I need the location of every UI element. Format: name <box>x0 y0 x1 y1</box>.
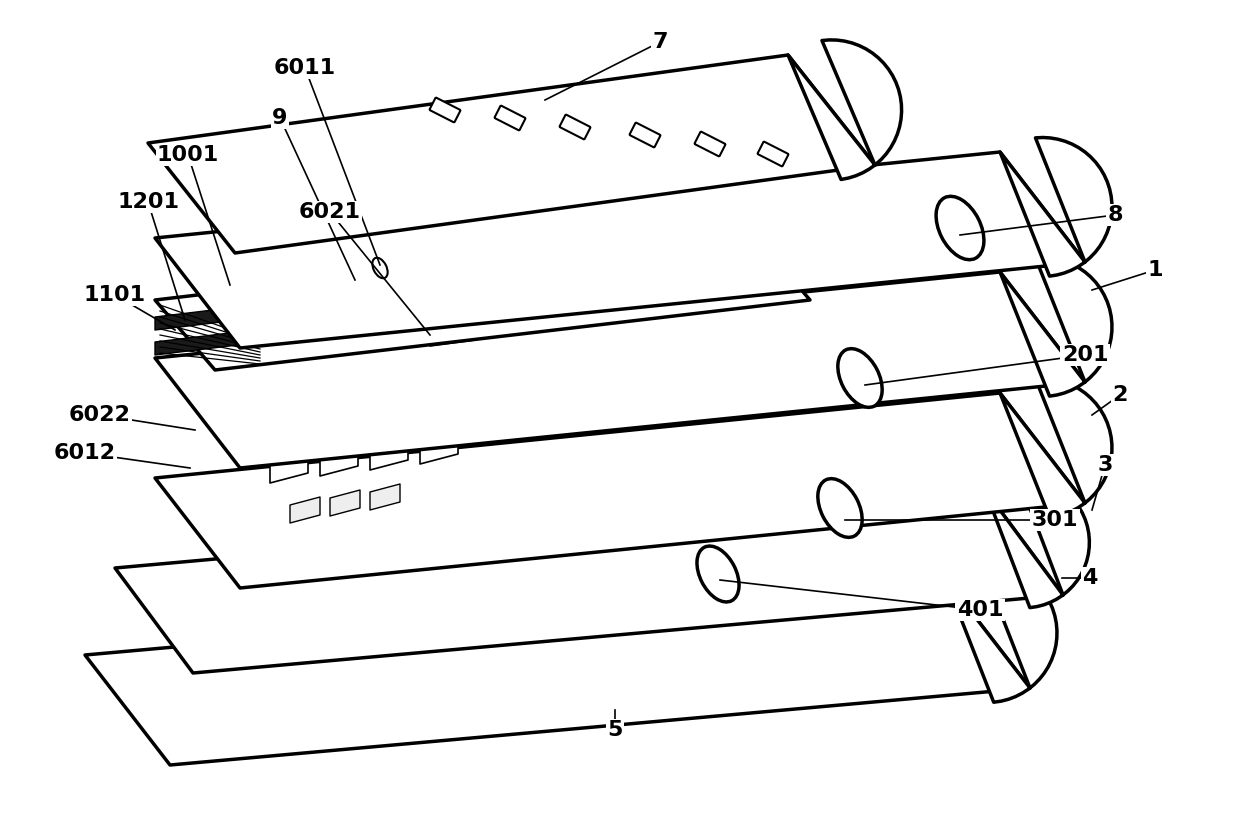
Polygon shape <box>415 292 427 316</box>
Polygon shape <box>553 232 588 262</box>
Text: 3: 3 <box>1097 455 1112 475</box>
Polygon shape <box>999 137 1112 276</box>
Polygon shape <box>155 152 1085 348</box>
Polygon shape <box>525 272 537 296</box>
FancyBboxPatch shape <box>754 583 786 610</box>
Polygon shape <box>999 379 1112 517</box>
Text: 301: 301 <box>1032 510 1079 530</box>
Polygon shape <box>430 243 477 283</box>
Text: 201: 201 <box>1061 345 1109 365</box>
Text: 6011: 6011 <box>274 58 336 78</box>
Polygon shape <box>490 234 538 274</box>
Polygon shape <box>155 245 750 330</box>
Polygon shape <box>546 226 593 266</box>
FancyBboxPatch shape <box>539 273 570 299</box>
Polygon shape <box>490 308 534 336</box>
FancyBboxPatch shape <box>615 266 645 290</box>
FancyBboxPatch shape <box>630 122 661 148</box>
FancyBboxPatch shape <box>429 98 460 122</box>
FancyBboxPatch shape <box>634 588 666 614</box>
Polygon shape <box>787 40 901 180</box>
Polygon shape <box>370 442 408 470</box>
Polygon shape <box>498 240 533 270</box>
Polygon shape <box>598 226 632 256</box>
FancyBboxPatch shape <box>329 601 362 628</box>
Polygon shape <box>320 448 358 476</box>
Polygon shape <box>490 278 502 302</box>
FancyBboxPatch shape <box>760 250 790 274</box>
Polygon shape <box>155 272 1085 468</box>
FancyBboxPatch shape <box>475 184 506 209</box>
Text: 8: 8 <box>1107 205 1122 225</box>
Polygon shape <box>155 270 750 355</box>
FancyBboxPatch shape <box>264 605 296 632</box>
FancyBboxPatch shape <box>634 501 666 527</box>
Ellipse shape <box>372 258 388 278</box>
FancyBboxPatch shape <box>615 168 645 193</box>
Polygon shape <box>945 564 1056 703</box>
FancyBboxPatch shape <box>203 521 237 548</box>
Ellipse shape <box>697 546 739 602</box>
Text: 6021: 6021 <box>299 202 361 222</box>
Polygon shape <box>590 220 639 260</box>
Polygon shape <box>546 299 590 327</box>
Text: 1101: 1101 <box>84 285 146 305</box>
FancyBboxPatch shape <box>523 592 557 619</box>
Polygon shape <box>430 318 475 346</box>
FancyBboxPatch shape <box>694 255 725 280</box>
Text: 6022: 6022 <box>69 405 131 425</box>
FancyBboxPatch shape <box>265 517 299 543</box>
Polygon shape <box>115 490 1063 673</box>
Polygon shape <box>155 230 810 370</box>
Polygon shape <box>370 484 401 510</box>
FancyBboxPatch shape <box>559 115 590 140</box>
Text: 4: 4 <box>1083 568 1097 588</box>
FancyBboxPatch shape <box>198 609 232 635</box>
Polygon shape <box>438 249 472 279</box>
Text: 1: 1 <box>1147 260 1163 280</box>
Ellipse shape <box>838 348 882 407</box>
Polygon shape <box>155 393 1085 588</box>
Ellipse shape <box>818 479 862 538</box>
Text: 401: 401 <box>957 600 1003 620</box>
FancyBboxPatch shape <box>523 503 557 530</box>
FancyBboxPatch shape <box>697 160 728 184</box>
FancyBboxPatch shape <box>763 153 794 177</box>
Polygon shape <box>86 578 1030 765</box>
Polygon shape <box>148 55 875 253</box>
Text: 5: 5 <box>608 720 622 740</box>
FancyBboxPatch shape <box>329 512 362 539</box>
Polygon shape <box>455 284 467 308</box>
Polygon shape <box>420 436 458 464</box>
Polygon shape <box>985 477 1090 608</box>
Text: 1201: 1201 <box>117 192 179 212</box>
Text: 9: 9 <box>273 108 288 128</box>
FancyBboxPatch shape <box>694 131 725 157</box>
Polygon shape <box>595 291 640 319</box>
FancyBboxPatch shape <box>758 142 789 166</box>
FancyBboxPatch shape <box>495 106 526 131</box>
Polygon shape <box>999 258 1112 396</box>
FancyBboxPatch shape <box>539 175 570 200</box>
Text: 1001: 1001 <box>157 145 219 165</box>
Polygon shape <box>330 490 360 516</box>
Text: 7: 7 <box>652 32 668 52</box>
Ellipse shape <box>936 197 983 259</box>
Polygon shape <box>290 497 320 523</box>
FancyBboxPatch shape <box>475 282 506 308</box>
Text: 2: 2 <box>1112 385 1127 405</box>
Polygon shape <box>270 455 308 483</box>
Text: 6012: 6012 <box>55 443 117 463</box>
FancyBboxPatch shape <box>754 497 786 523</box>
